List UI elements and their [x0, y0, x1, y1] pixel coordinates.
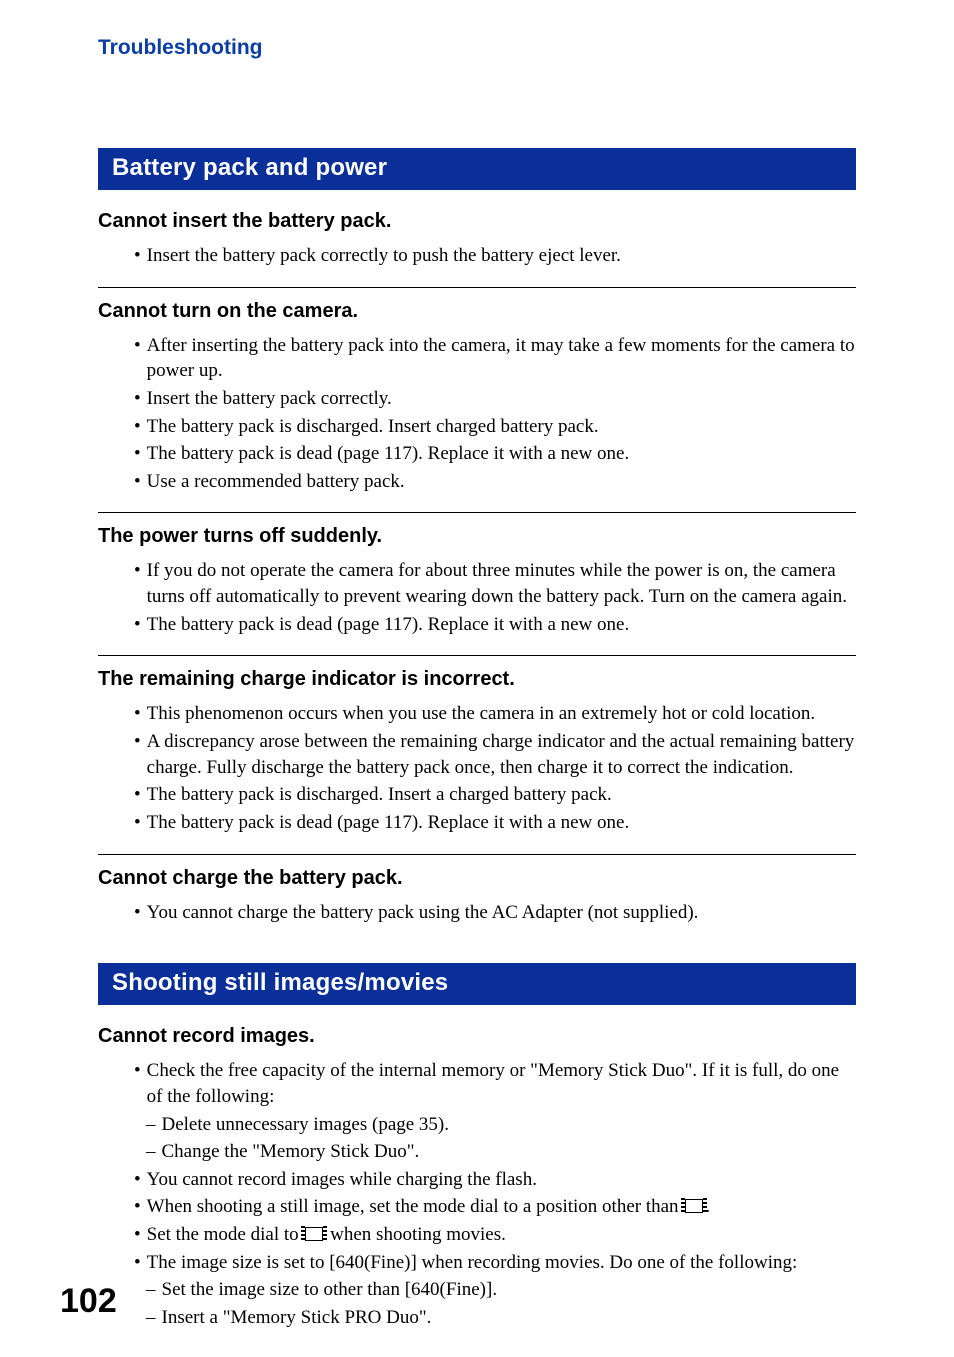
dash-marker: – [146, 1139, 156, 1165]
list-item: •The battery pack is dead (page 117). Re… [134, 810, 856, 836]
list-item-text: The battery pack is dead (page 117). Rep… [147, 810, 630, 836]
issue-title: The remaining charge indicator is incorr… [98, 668, 856, 691]
bullet-list: •After inserting the battery pack into t… [98, 333, 856, 495]
list-item-text-post: when shooting movies. [325, 1224, 506, 1245]
issue-block: The power turns off suddenly. •If you do … [98, 525, 856, 637]
bullet-dot: • [134, 1194, 141, 1220]
list-item-text: This phenomenon occurs when you use the … [147, 701, 816, 727]
bullet-dot: • [134, 612, 141, 638]
bullet-dot: • [134, 386, 141, 412]
list-item: •The battery pack is discharged. Insert … [134, 414, 856, 440]
movie-mode-icon [683, 1196, 705, 1217]
list-item: •The image size is set to [640(Fine)] wh… [134, 1250, 856, 1276]
dash-marker: – [146, 1112, 156, 1138]
bullet-dot: • [134, 1250, 141, 1276]
list-item: •This phenomenon occurs when you use the… [134, 701, 856, 727]
bullet-list: •Insert the battery pack correctly to pu… [98, 243, 856, 269]
list-item-text: The battery pack is discharged. Insert c… [147, 414, 599, 440]
list-item-text: The image size is set to [640(Fine)] whe… [147, 1250, 798, 1276]
bullet-dot: • [134, 729, 141, 780]
bullet-dot: • [134, 1058, 141, 1109]
bullet-dot: • [134, 701, 141, 727]
sub-list-item-text: Set the image size to other than [640(Fi… [162, 1277, 498, 1303]
section-heading: Shooting still images/movies [98, 963, 856, 1005]
sub-list-item: –Change the "Memory Stick Duo". [146, 1139, 856, 1165]
bullet-dot: • [134, 1222, 141, 1248]
list-item: •The battery pack is dead (page 117). Re… [134, 612, 856, 638]
bullet-list: •If you do not operate the camera for ab… [98, 558, 856, 637]
list-item: •You cannot charge the battery pack usin… [134, 900, 856, 926]
bullet-list: •Check the free capacity of the internal… [98, 1058, 856, 1330]
issue-title: Cannot record images. [98, 1025, 856, 1048]
list-item-text: Insert the battery pack correctly to pus… [147, 243, 621, 269]
divider [98, 512, 856, 513]
list-item-text: When shooting a still image, set the mod… [147, 1194, 710, 1220]
sub-list-item-text: Delete unnecessary images (page 35). [162, 1112, 450, 1138]
list-item-text-pre: Set the mode dial to [147, 1224, 304, 1245]
sub-list-item-text: Insert a "Memory Stick PRO Duo". [162, 1305, 432, 1331]
issue-block: Cannot turn on the camera.•After inserti… [98, 300, 856, 495]
bullet-list: •This phenomenon occurs when you use the… [98, 701, 856, 835]
sub-list-item-text: Change the "Memory Stick Duo". [162, 1139, 420, 1165]
page-number: 102 [60, 1282, 117, 1321]
list-item-text: Check the free capacity of the internal … [147, 1058, 856, 1109]
list-item: •The battery pack is dead (page 117). Re… [134, 441, 856, 467]
list-item-text: Use a recommended battery pack. [147, 469, 405, 495]
bullet-dot: • [134, 558, 141, 609]
list-item-text: Set the mode dial to when shooting movie… [147, 1222, 506, 1248]
issue-title: Cannot insert the battery pack. [98, 210, 856, 233]
list-item: • When shooting a still image, set the mo… [134, 1194, 856, 1220]
page-content: Battery pack and power Cannot insert the … [98, 148, 856, 1331]
issue-title: The power turns off suddenly. [98, 525, 856, 548]
bullet-dot: • [134, 333, 141, 384]
list-item-text: Insert the battery pack correctly. [147, 386, 392, 412]
dash-marker: – [146, 1305, 156, 1331]
section-heading: Battery pack and power [98, 148, 856, 190]
list-item-text: The battery pack is discharged. Insert a… [147, 782, 612, 808]
list-item: •Use a recommended battery pack. [134, 469, 856, 495]
bullet-dot: • [134, 469, 141, 495]
bullet-dot: • [134, 900, 141, 926]
list-item: •Check the free capacity of the internal… [134, 1058, 856, 1109]
issue-block: The remaining charge indicator is incorr… [98, 668, 856, 835]
list-item: •If you do not operate the camera for ab… [134, 558, 856, 609]
issue-block: Cannot charge the battery pack. •You cann… [98, 867, 856, 926]
list-item: •A discrepancy arose between the remaini… [134, 729, 856, 780]
issue-block: Cannot insert the battery pack. •Insert t… [98, 210, 856, 269]
list-item-text-pre: When shooting a still image, set the mod… [147, 1196, 684, 1217]
bullet-dot: • [134, 782, 141, 808]
divider [98, 655, 856, 656]
list-item: •After inserting the battery pack into t… [134, 333, 856, 384]
bullet-dot: • [134, 1167, 141, 1193]
list-item: •Insert the battery pack correctly. [134, 386, 856, 412]
divider [98, 854, 856, 855]
issue-title: Cannot turn on the camera. [98, 300, 856, 323]
bullet-dot: • [134, 810, 141, 836]
sub-list-item: –Set the image size to other than [640(F… [146, 1277, 856, 1303]
bullet-dot: • [134, 441, 141, 467]
breadcrumb: Troubleshooting [98, 36, 856, 60]
list-item-text: The battery pack is dead (page 117). Rep… [147, 441, 630, 467]
bullet-dot: • [134, 414, 141, 440]
issue-block: Cannot record images.•Check the free cap… [98, 1025, 856, 1330]
list-item-text: If you do not operate the camera for abo… [147, 558, 856, 609]
list-item: •Insert the battery pack correctly to pu… [134, 243, 856, 269]
dash-marker: – [146, 1277, 156, 1303]
sub-list-item: –Delete unnecessary images (page 35). [146, 1112, 856, 1138]
list-item-text: You cannot charge the battery pack using… [147, 900, 699, 926]
bullet-list: •You cannot charge the battery pack usin… [98, 900, 856, 926]
issue-title: Cannot charge the battery pack. [98, 867, 856, 890]
divider [98, 287, 856, 288]
list-item-text: The battery pack is dead (page 117). Rep… [147, 612, 630, 638]
list-item: •You cannot record images while charging… [134, 1167, 856, 1193]
list-item-text: After inserting the battery pack into th… [147, 333, 856, 384]
list-item: •The battery pack is discharged. Insert … [134, 782, 856, 808]
movie-mode-icon [303, 1224, 325, 1245]
list-item-text: A discrepancy arose between the remainin… [147, 729, 856, 780]
sub-list-item: –Insert a "Memory Stick PRO Duo". [146, 1305, 856, 1331]
list-item: •Set the mode dial to when shooting movi… [134, 1222, 856, 1248]
bullet-dot: • [134, 243, 141, 269]
list-item-text: You cannot record images while charging … [147, 1167, 537, 1193]
